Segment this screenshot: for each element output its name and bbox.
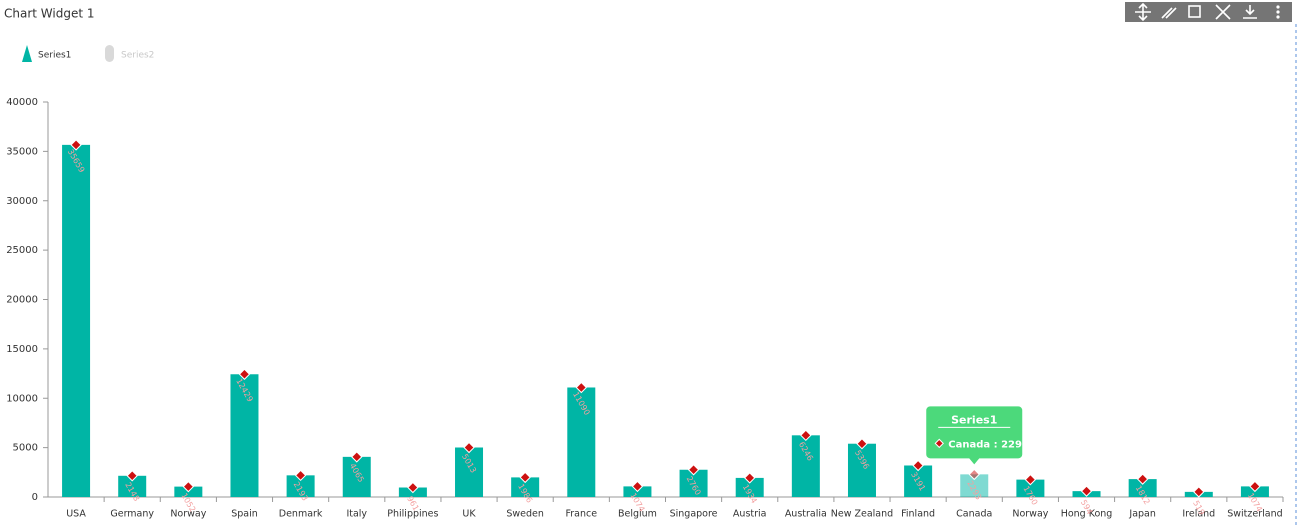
bar: [286, 475, 315, 497]
y-tick-label: 0: [32, 492, 38, 503]
x-tick-label: Switzerland: [1227, 509, 1282, 520]
marker: [463, 441, 475, 454]
x-tick-label: Denmark: [279, 509, 323, 520]
x-tick-label: Ireland: [1182, 509, 1215, 520]
bar: [118, 475, 147, 497]
marker: [1024, 473, 1037, 486]
x-tick-label: France: [565, 509, 597, 520]
bar: [511, 477, 540, 497]
bar: [455, 447, 484, 497]
bar: [230, 374, 259, 497]
marker: [631, 480, 644, 493]
move-icon[interactable]: [1135, 2, 1151, 22]
x-tick-label: Australia: [785, 509, 827, 520]
x-tick-label: Sweden: [506, 509, 544, 520]
tooltip-box: [926, 406, 1023, 465]
tooltip-title: Series1: [951, 413, 997, 426]
tools-icon[interactable]: [1215, 4, 1231, 20]
marker: [70, 139, 82, 151]
x-tick-label: Singapore: [670, 509, 718, 520]
marker: [351, 451, 363, 463]
bar: [1016, 479, 1045, 497]
edit-icon[interactable]: [1188, 5, 1201, 18]
x-tick-label: Philippines: [387, 509, 438, 520]
marker: [182, 480, 195, 493]
legend-symbol: [105, 45, 114, 62]
widget-title: Chart Widget 1: [4, 7, 95, 21]
bar: [847, 443, 876, 497]
marker: [1193, 486, 1205, 498]
legend-label[interactable]: Series2: [121, 51, 154, 61]
x-tick-label: Canada: [956, 509, 992, 520]
x-tick-label: New Zealand: [831, 509, 893, 520]
y-tick-label: 30000: [6, 196, 38, 207]
legend-symbol: [22, 45, 32, 62]
download-icon[interactable]: [1243, 5, 1257, 19]
marker: [294, 469, 307, 482]
marker: [1136, 473, 1149, 485]
tooltip-marker: [934, 438, 944, 449]
marker: [1080, 485, 1093, 497]
marker: [743, 472, 756, 484]
x-tick-label: Norway: [1012, 509, 1048, 520]
x-tick-label: USA: [66, 509, 86, 520]
marker: [1249, 480, 1261, 493]
y-tick-label: 35000: [6, 146, 38, 157]
y-tick-label: 5000: [13, 443, 38, 454]
more-icon[interactable]: [1276, 5, 1280, 19]
x-tick-label: Spain: [231, 509, 258, 520]
marker: [126, 470, 138, 482]
tooltip-text: Canada : 2293: [948, 439, 1029, 450]
y-tick-label: 20000: [6, 295, 38, 306]
draw-icon[interactable]: [1161, 7, 1177, 19]
y-tick-label: 25000: [6, 245, 38, 256]
bar: [960, 474, 989, 497]
x-tick-label: Austria: [733, 509, 767, 520]
marker: [407, 481, 419, 494]
x-tick-label: Japan: [1128, 509, 1156, 520]
marker: [519, 471, 531, 484]
marker: [968, 468, 980, 481]
x-tick-label: Belgium: [618, 509, 657, 520]
marker: [800, 429, 812, 442]
toolbar: [1125, 2, 1292, 22]
bar: [342, 456, 371, 497]
y-tick-label: 10000: [6, 393, 38, 404]
legend-label[interactable]: Series1: [38, 51, 71, 61]
marker: [238, 368, 251, 380]
marker: [912, 459, 924, 472]
bar: [735, 477, 764, 497]
marker: [575, 381, 588, 394]
y-tick-label: 40000: [6, 97, 38, 108]
y-tick-label: 15000: [6, 344, 38, 355]
marker: [687, 464, 700, 476]
x-tick-label: Germany: [110, 509, 154, 520]
bar: [567, 387, 596, 497]
marker: [856, 438, 868, 450]
bar: [791, 435, 820, 497]
x-tick-label: Italy: [346, 509, 367, 520]
x-tick-label: Finland: [901, 509, 935, 520]
x-tick-label: Norway: [170, 509, 206, 520]
x-tick-label: UK: [462, 509, 476, 520]
bar: [1128, 479, 1157, 497]
x-tick-label: Hong Kong: [1061, 509, 1113, 520]
bar: [62, 144, 91, 497]
